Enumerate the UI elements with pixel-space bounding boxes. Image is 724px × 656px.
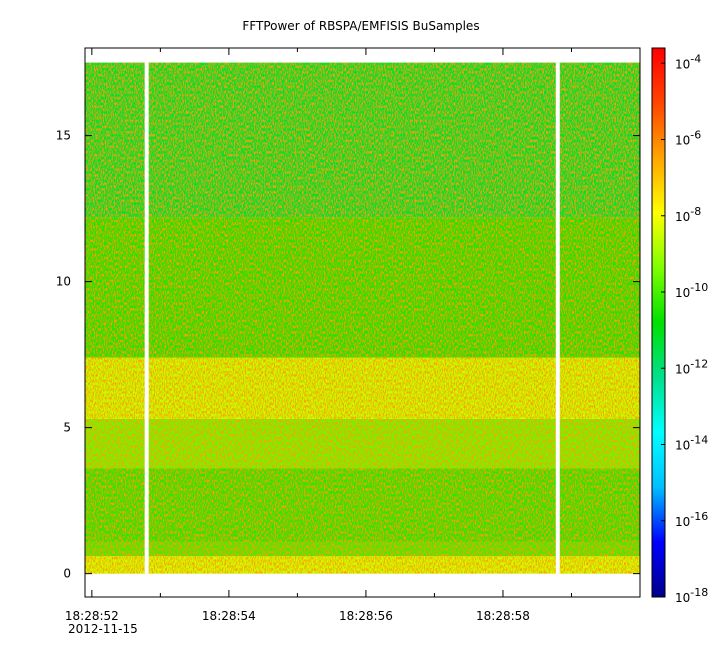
colorbar-tick-label: 10-16 <box>675 510 708 529</box>
plot-frame <box>84 47 641 598</box>
data-gap <box>555 62 560 574</box>
x-tick-label: 18:28:58 <box>476 609 530 623</box>
y-tick-label: 0 <box>63 567 71 581</box>
colorbar-tick-exponent: -8 <box>690 205 701 218</box>
colorbar-tick-base: 10 <box>675 57 690 71</box>
colorbar-tick-label: 10-10 <box>675 281 708 300</box>
data-gap <box>144 62 149 574</box>
colorbar-tick-exponent: -4 <box>690 52 701 65</box>
power-band-texture <box>85 357 640 419</box>
power-band-texture <box>85 556 640 574</box>
y-axis: 0 5 10 15 <box>56 129 640 581</box>
x-axis-date-label: 2012-11-15 <box>68 622 138 636</box>
x-tick-label: 18:28:54 <box>202 609 256 623</box>
colorbar-tick-exponent: -6 <box>690 129 701 142</box>
spectrogram-plot <box>85 62 640 574</box>
y-tick-label: 5 <box>63 421 71 435</box>
colorbar-tick-exponent: -16 <box>690 510 708 523</box>
colorbar-tick-exponent: -18 <box>690 586 708 599</box>
colorbar-tick-label: 10-8 <box>675 205 701 224</box>
colorbar-tick-label: 10-18 <box>675 586 708 605</box>
colorbar-tick-exponent: -12 <box>690 357 708 370</box>
colorbar-tick-label: 10-4 <box>675 52 701 71</box>
colorbar-tick-label: 10-6 <box>675 129 701 148</box>
colorbar <box>651 47 666 598</box>
x-axis: 18:28:52 18:28:54 18:28:56 18:28:58 <box>65 48 572 623</box>
colorbar-tick-base: 10 <box>675 286 690 300</box>
y-tick-label: 15 <box>56 129 71 143</box>
colorbar-tick-base: 10 <box>675 134 690 148</box>
colorbar-tick-base: 10 <box>675 439 690 453</box>
colorbar-tick-base: 10 <box>675 210 690 224</box>
x-tick-label: 18:28:56 <box>339 609 393 623</box>
chart-title: FFTPower of RBSPA/EMFISIS BuSamples <box>242 19 479 33</box>
power-band-texture <box>85 62 640 218</box>
power-band-texture <box>85 468 640 542</box>
colorbar-tick-exponent: -14 <box>690 434 708 447</box>
x-tick-label: 18:28:52 <box>65 609 119 623</box>
colorbar-tick-exponent: -10 <box>690 281 708 294</box>
y-tick-label: 10 <box>56 275 71 289</box>
colorbar-tick-base: 10 <box>675 362 690 376</box>
colorbar-tick-label: 10-14 <box>675 434 708 453</box>
colorbar-tick-label: 10-12 <box>675 357 708 376</box>
power-band-texture <box>85 541 640 557</box>
power-band-texture <box>85 217 640 358</box>
colorbar-tick-base: 10 <box>675 591 690 605</box>
colorbar-tick-base: 10 <box>675 515 690 529</box>
power-band-texture <box>85 418 640 469</box>
